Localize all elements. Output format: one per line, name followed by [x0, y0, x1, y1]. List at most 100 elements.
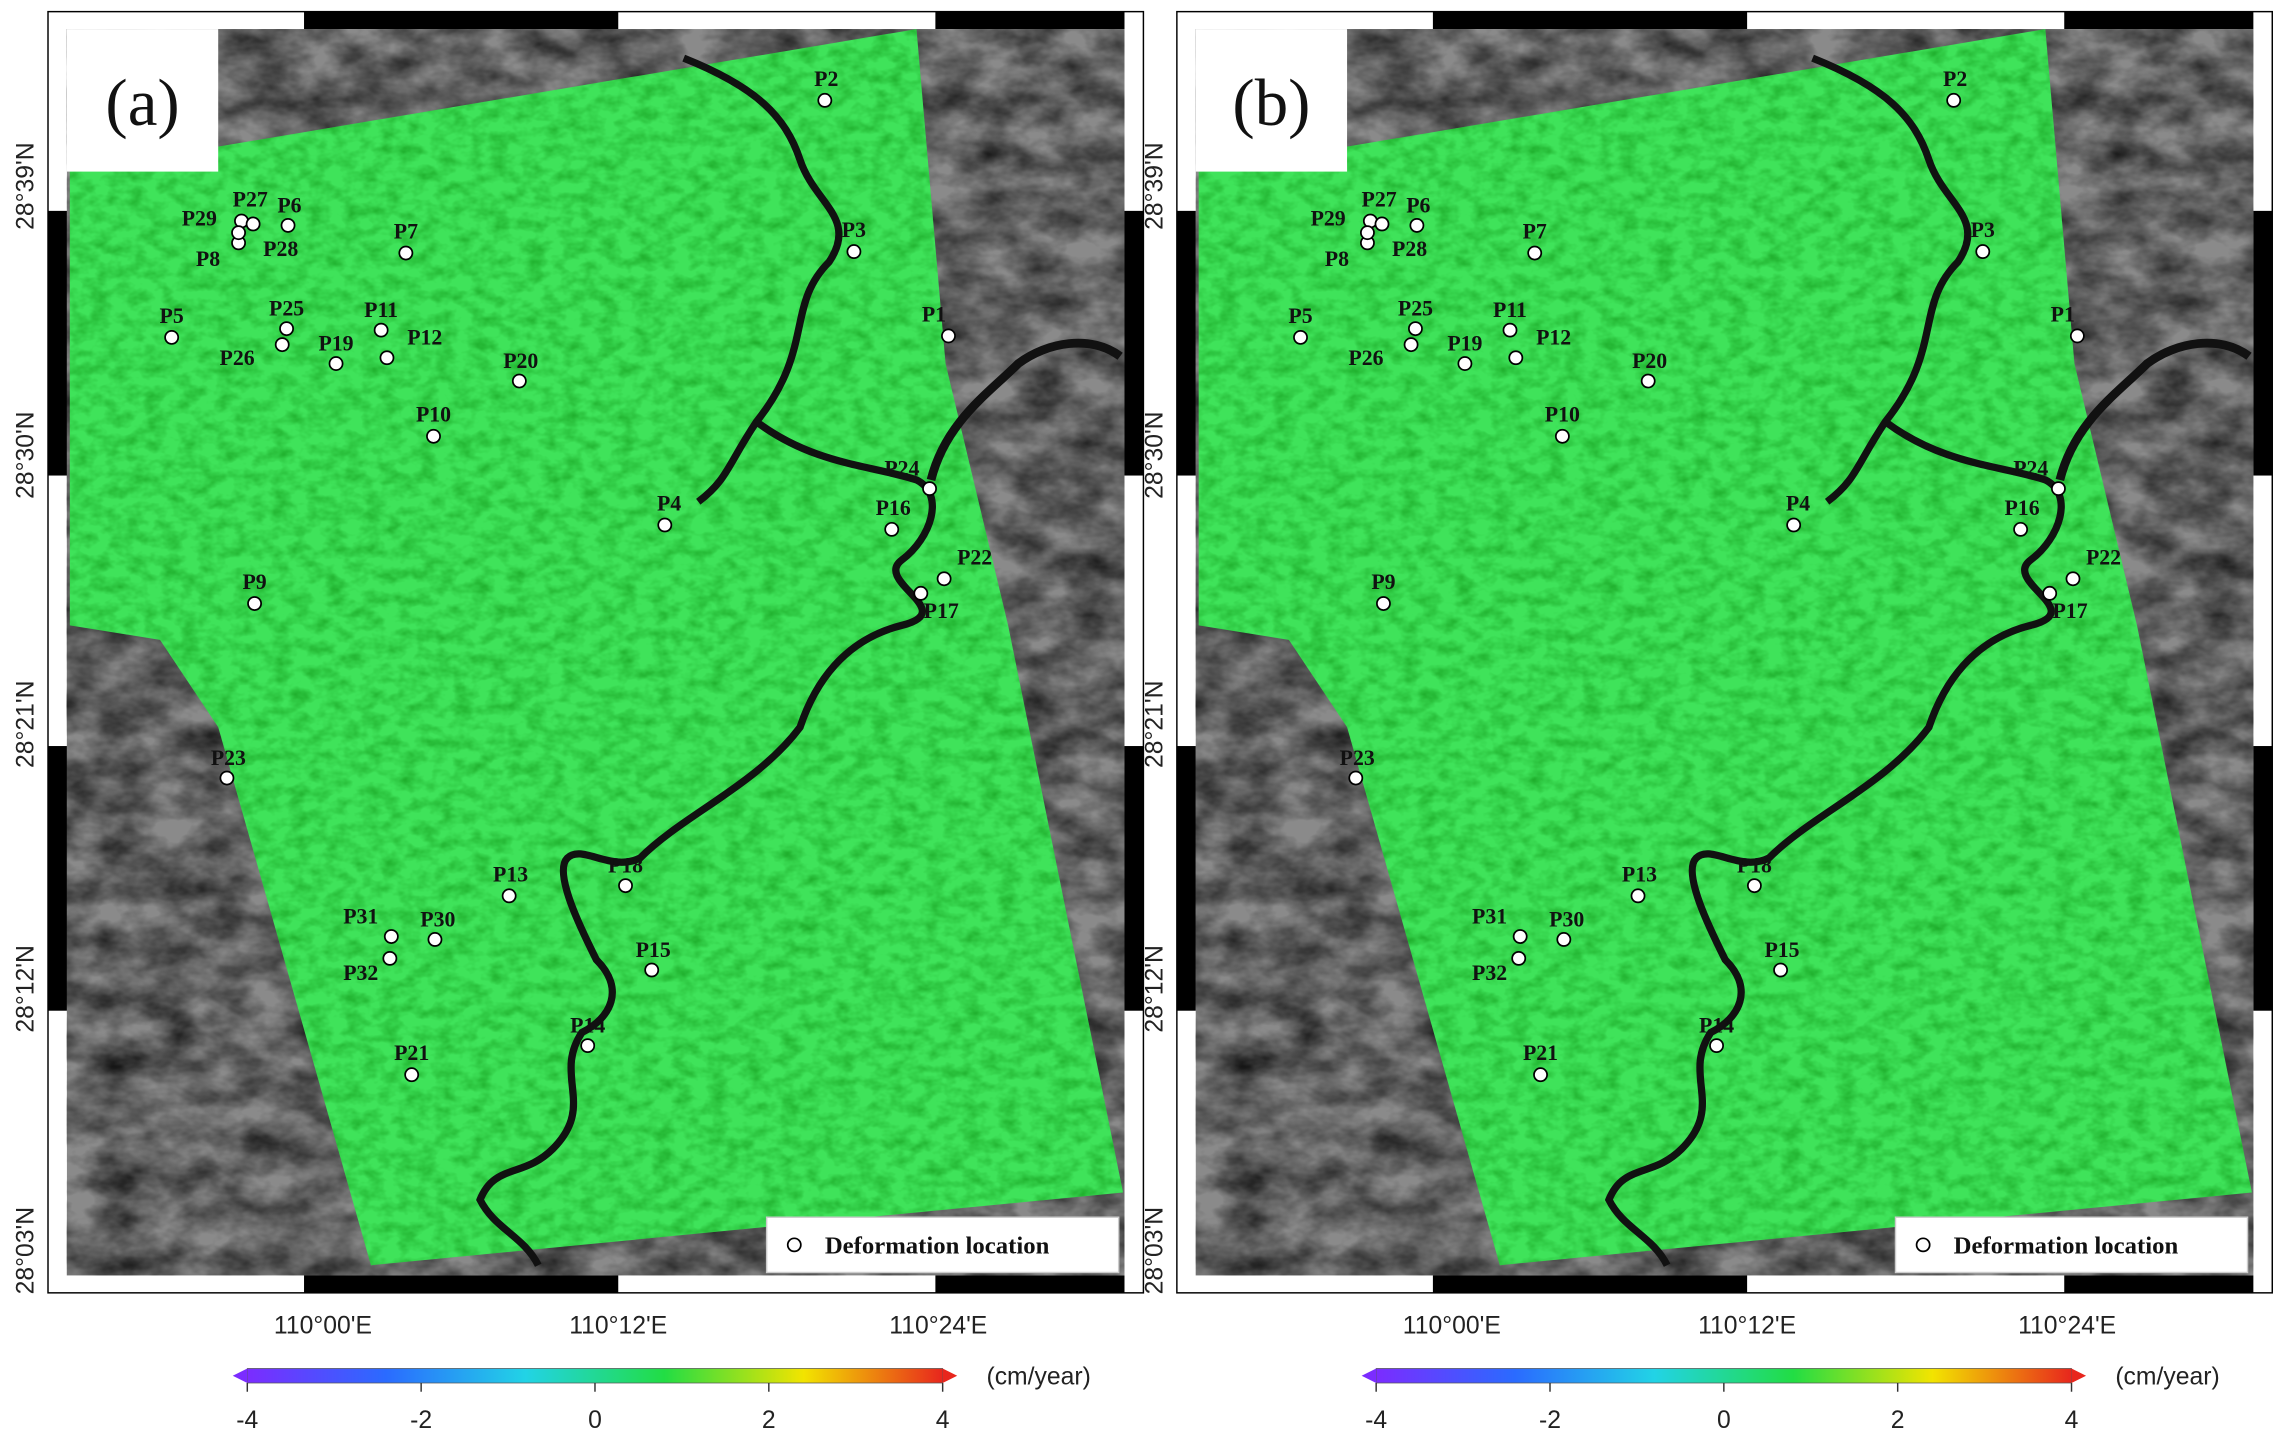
deformation-point	[936, 571, 952, 587]
point-label: P23	[1340, 746, 1375, 770]
deformation-point	[846, 244, 862, 260]
frame-bar	[1176, 746, 1196, 1011]
point-label: P9	[1371, 570, 1395, 594]
river	[476, 54, 936, 1267]
deformation-point	[1502, 322, 1518, 338]
point-label: P19	[1447, 331, 1482, 355]
legend-box	[1894, 1216, 2249, 1274]
point-label: P17	[924, 599, 959, 623]
deformation-point	[922, 481, 937, 497]
colorbar-tick-label: 0	[1717, 1407, 1731, 1434]
frame-bar	[48, 210, 67, 476]
point-label: P30	[420, 907, 455, 931]
lon-label: 110°00'E	[274, 1313, 372, 1340]
lat-label: 28°12'N	[12, 945, 39, 1032]
legend-text: Deformation location	[1954, 1233, 2179, 1260]
point-label: P26	[1348, 346, 1383, 370]
deformation-point	[1293, 329, 1308, 345]
deformation-point	[644, 962, 660, 978]
point-label: P10	[416, 403, 451, 427]
frame-bar	[1432, 11, 1748, 30]
point-label: P20	[1632, 349, 1667, 373]
point-label: P5	[160, 304, 184, 328]
lat-label: 28°03'N	[1141, 1207, 1168, 1294]
point-label: P31	[343, 904, 378, 928]
point-label: P29	[182, 206, 217, 230]
point-label: P14	[570, 1014, 605, 1038]
colorbar-end	[232, 1368, 248, 1384]
point-label: P1	[922, 302, 946, 326]
lat-label: 28°21'N	[12, 681, 39, 768]
colorbar-end	[1361, 1368, 1377, 1384]
point-label: P26	[220, 346, 255, 370]
deformation-point	[2042, 585, 2058, 601]
point-label: P5	[1288, 304, 1312, 328]
frame-bar	[304, 1275, 619, 1293]
map-panel: (b) P1 P2 P3 P4 P5 P6 P7 P8 P9 P10 P11 P12 P13 P14 P15 P…	[1141, 10, 2273, 1434]
deformation-point	[1786, 517, 1802, 533]
deformation-point	[398, 245, 414, 261]
point-label: P24	[2013, 457, 2048, 481]
lon-label: 110°24'E	[889, 1313, 987, 1340]
deformation-point	[501, 888, 517, 904]
point-label: P1	[2051, 302, 2075, 326]
colorbar-tick-label: -4	[236, 1407, 258, 1434]
frame-bar	[2253, 210, 2273, 476]
point-label: P13	[493, 862, 528, 886]
point-label: P13	[1622, 862, 1657, 886]
lat-label: 28°03'N	[12, 1207, 39, 1294]
deformation-point	[1403, 337, 1419, 353]
deformation-point	[511, 373, 527, 389]
frame-bar	[304, 11, 619, 30]
deformation-point	[247, 596, 262, 611]
legend-text: Deformation location	[825, 1233, 1050, 1260]
deformation-point	[2065, 571, 2081, 587]
deformation-point	[1376, 596, 1391, 611]
point-label: P2	[814, 67, 838, 91]
point-label: P29	[1311, 206, 1346, 230]
river	[926, 338, 1123, 481]
deformation-point	[2069, 328, 2085, 344]
colorbar-tick-label: -2	[410, 1407, 432, 1434]
lon-label: 110°12'E	[569, 1313, 667, 1340]
point-label: P28	[263, 237, 298, 261]
panel-label-box	[1195, 29, 1348, 172]
deformation-point	[1527, 245, 1543, 261]
point-label: P18	[608, 854, 643, 878]
deformation-point	[1975, 244, 1991, 260]
point-label: P15	[636, 938, 671, 962]
deformation-point	[404, 1067, 420, 1083]
deformation-point	[231, 225, 246, 241]
deformation-point	[1408, 321, 1423, 337]
panel-label: (b)	[1232, 66, 1310, 140]
point-label: P32	[1472, 961, 1507, 985]
deformation-point	[379, 350, 395, 366]
frame-bar	[935, 1275, 1125, 1293]
point-label: P20	[503, 349, 538, 373]
frame-bar	[935, 11, 1125, 30]
panel-label: (a)	[105, 66, 179, 140]
deformation-point	[279, 321, 294, 337]
deformation-point	[164, 329, 180, 345]
point-label: P25	[1398, 297, 1433, 321]
point-label: P9	[242, 570, 266, 594]
deformation-point	[1709, 1038, 1724, 1054]
point-label: P3	[842, 218, 866, 242]
point-label: P32	[343, 961, 378, 985]
point-label: P14	[1699, 1014, 1734, 1038]
legend-box	[765, 1216, 1120, 1274]
lon-label: 110°24'E	[2018, 1313, 2116, 1340]
panel-label-box	[66, 29, 219, 172]
lat-label: 28°39'N	[12, 142, 39, 229]
colorbar-tick-label: 0	[588, 1407, 602, 1434]
point-label: P8	[196, 247, 220, 271]
deformation-point	[219, 770, 235, 786]
frame-bar	[1432, 1275, 1748, 1293]
point-label: P21	[1523, 1041, 1558, 1065]
deformation-point	[1360, 225, 1375, 241]
colorbar-unit: (cm/year)	[2115, 1363, 2219, 1390]
deformation-point	[280, 217, 296, 233]
point-label: P28	[1392, 237, 1427, 261]
point-label: P11	[1493, 298, 1527, 322]
deformation-point	[1533, 1067, 1548, 1083]
